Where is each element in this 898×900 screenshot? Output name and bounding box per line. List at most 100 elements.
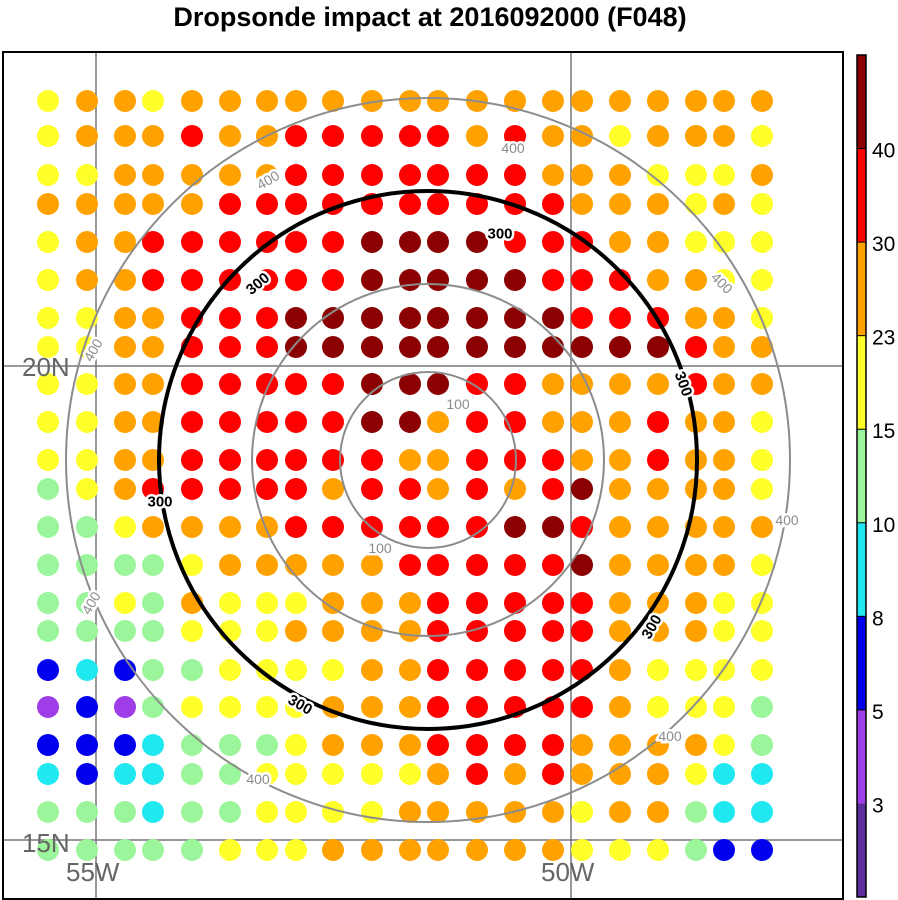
data-point [542, 516, 564, 538]
data-point [713, 336, 735, 358]
data-point [181, 90, 203, 112]
ring-label-400: 400 [501, 140, 525, 156]
data-point [542, 90, 564, 112]
data-point [76, 449, 98, 471]
data-point [399, 839, 421, 861]
data-point [285, 554, 307, 576]
data-point [181, 411, 203, 433]
data-point [685, 592, 707, 614]
data-point [647, 734, 669, 756]
data-point [361, 592, 383, 614]
data-point [751, 231, 773, 253]
data-point [504, 269, 526, 291]
data-point [685, 373, 707, 395]
data-point [542, 269, 564, 291]
data-point [322, 449, 344, 471]
colorbar-segment [857, 148, 866, 243]
colorbar-segment [857, 616, 866, 710]
data-point [361, 411, 383, 433]
data-point [256, 734, 278, 756]
data-point [571, 164, 593, 186]
data-point [285, 336, 307, 358]
data-point [466, 411, 488, 433]
data-point [571, 336, 593, 358]
data-point [322, 839, 344, 861]
data-point [713, 125, 735, 147]
data-point [427, 659, 449, 681]
data-point [713, 269, 735, 291]
data-point [609, 554, 631, 576]
data-point [427, 269, 449, 291]
data-point [361, 449, 383, 471]
data-point [37, 373, 59, 395]
data-point [285, 763, 307, 785]
data-point [256, 839, 278, 861]
data-point [399, 478, 421, 500]
data-point [219, 554, 241, 576]
data-point [751, 620, 773, 642]
data-point [37, 307, 59, 329]
data-point [751, 411, 773, 433]
data-point [37, 193, 59, 215]
data-point [76, 734, 98, 756]
lon-label: 50W [541, 857, 595, 887]
data-point [713, 620, 735, 642]
data-point [751, 659, 773, 681]
plot-frame [2, 51, 844, 900]
data-point [256, 801, 278, 823]
data-point [114, 336, 136, 358]
data-point [609, 336, 631, 358]
data-point [427, 336, 449, 358]
colorbar-segment [857, 709, 866, 804]
data-point [542, 307, 564, 329]
data-point [285, 231, 307, 253]
data-point [37, 801, 59, 823]
data-point [256, 269, 278, 291]
data-point [685, 554, 707, 576]
data-point [609, 411, 631, 433]
data-point [219, 411, 241, 433]
data-point [181, 231, 203, 253]
data-point [114, 449, 136, 471]
data-point [142, 373, 164, 395]
data-point [427, 592, 449, 614]
data-point [361, 659, 383, 681]
ring-label-400: 400 [246, 771, 270, 787]
data-point [685, 696, 707, 718]
data-point [114, 411, 136, 433]
data-point [322, 164, 344, 186]
data-point [427, 125, 449, 147]
data-point [142, 516, 164, 538]
data-point [751, 478, 773, 500]
data-point [542, 231, 564, 253]
data-point [256, 307, 278, 329]
data-point [399, 554, 421, 576]
colorbar-segment [857, 522, 866, 617]
data-point [114, 763, 136, 785]
data-point [181, 449, 203, 471]
data-point [76, 659, 98, 681]
data-point [542, 449, 564, 471]
data-point [285, 516, 307, 538]
data-point [399, 592, 421, 614]
data-point [322, 336, 344, 358]
lat-label: 20N [22, 352, 70, 382]
data-point [542, 411, 564, 433]
data-point [37, 269, 59, 291]
data-point [361, 839, 383, 861]
data-point [37, 516, 59, 538]
data-point [685, 659, 707, 681]
data-point [322, 734, 344, 756]
data-point [322, 620, 344, 642]
data-point [114, 620, 136, 642]
data-point [647, 231, 669, 253]
data-point [142, 696, 164, 718]
data-point [713, 801, 735, 823]
data-point [285, 620, 307, 642]
data-point [713, 164, 735, 186]
data-point [751, 763, 773, 785]
data-point [322, 592, 344, 614]
data-point [142, 592, 164, 614]
data-point [285, 801, 307, 823]
